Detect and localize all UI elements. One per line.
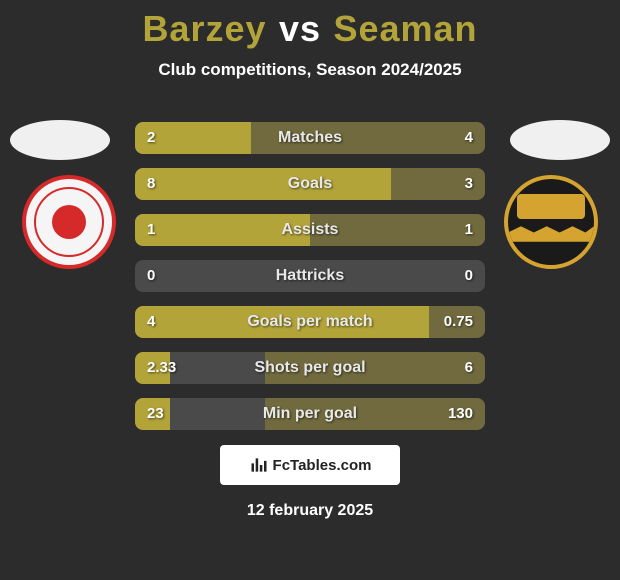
stat-value-left: 0 bbox=[147, 260, 155, 292]
player2-avatar bbox=[510, 120, 610, 160]
stat-label: Min per goal bbox=[135, 398, 485, 430]
stat-value-right: 4 bbox=[465, 122, 473, 154]
brand-text: FcTables.com bbox=[273, 457, 372, 474]
brand-chart-icon bbox=[249, 455, 269, 475]
player1-avatar bbox=[10, 120, 110, 160]
stat-label: Shots per goal bbox=[135, 352, 485, 384]
stat-row: Goals per match4 0.75 bbox=[135, 306, 485, 338]
subtitle: Club competitions, Season 2024/2025 bbox=[0, 60, 620, 80]
comparison-title: Barzey vs Seaman bbox=[0, 0, 620, 50]
title-player2: Seaman bbox=[333, 8, 477, 49]
player2-club-crest bbox=[504, 175, 598, 269]
stat-value-right: 3 bbox=[465, 168, 473, 200]
stat-row: Min per goal23 130 bbox=[135, 398, 485, 430]
stat-row: Assists1 1 bbox=[135, 214, 485, 246]
stat-label: Goals bbox=[135, 168, 485, 200]
stat-value-left: 8 bbox=[147, 168, 155, 200]
stat-bars-container: Matches2 4 Goals8 3 Assists1 1 Hattricks0 0 Goal… bbox=[135, 122, 485, 444]
stat-value-right: 0.75 bbox=[444, 306, 473, 338]
stat-row: Matches2 4 bbox=[135, 122, 485, 154]
player1-club-crest bbox=[22, 175, 116, 269]
stat-label: Assists bbox=[135, 214, 485, 246]
stat-row: Shots per goal2.33 6 bbox=[135, 352, 485, 384]
stat-value-left: 23 bbox=[147, 398, 164, 430]
stat-value-right: 130 bbox=[448, 398, 473, 430]
title-vs: vs bbox=[279, 8, 321, 49]
stat-label: Hattricks bbox=[135, 260, 485, 292]
stat-value-left: 4 bbox=[147, 306, 155, 338]
stat-row: Hattricks0 0 bbox=[135, 260, 485, 292]
footer-date: 12 february 2025 bbox=[0, 502, 620, 520]
stat-value-left: 2.33 bbox=[147, 352, 176, 384]
stat-label: Matches bbox=[135, 122, 485, 154]
stat-label: Goals per match bbox=[135, 306, 485, 338]
brand-badge: FcTables.com bbox=[220, 445, 400, 485]
title-player1: Barzey bbox=[142, 8, 266, 49]
stat-value-right: 1 bbox=[465, 214, 473, 246]
stat-value-left: 1 bbox=[147, 214, 155, 246]
stat-value-left: 2 bbox=[147, 122, 155, 154]
stat-row: Goals8 3 bbox=[135, 168, 485, 200]
stat-value-right: 6 bbox=[465, 352, 473, 384]
stat-value-right: 0 bbox=[465, 260, 473, 292]
